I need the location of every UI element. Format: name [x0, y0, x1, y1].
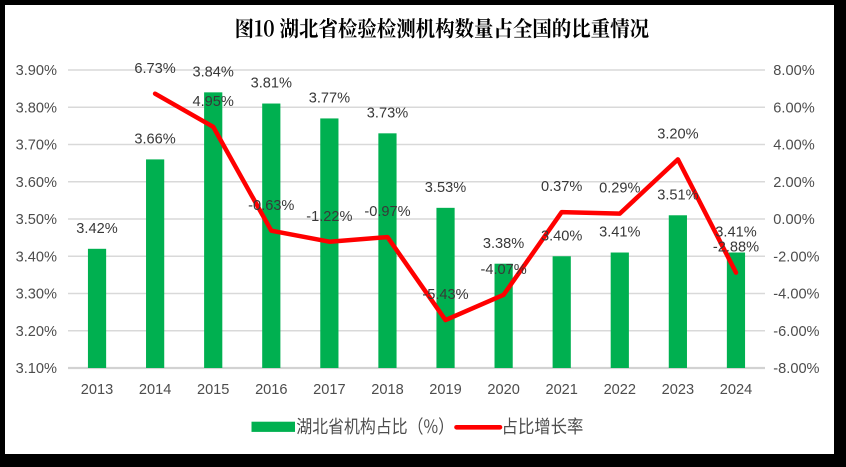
svg-text:2019: 2019 [429, 382, 461, 398]
svg-text:3.66%: 3.66% [134, 132, 175, 148]
svg-text:4.00%: 4.00% [773, 138, 814, 154]
svg-text:3.30%: 3.30% [16, 287, 57, 303]
svg-text:3.38%: 3.38% [483, 236, 524, 252]
svg-text:-6.00%: -6.00% [773, 324, 819, 340]
svg-text:2014: 2014 [139, 382, 171, 398]
svg-text:3.40%: 3.40% [16, 249, 57, 265]
svg-text:0.00%: 0.00% [773, 212, 814, 228]
svg-text:3.53%: 3.53% [425, 180, 466, 196]
svg-text:2016: 2016 [255, 382, 287, 398]
svg-text:3.20%: 3.20% [657, 127, 698, 143]
svg-text:2023: 2023 [662, 382, 694, 398]
svg-text:3.20%: 3.20% [16, 324, 57, 340]
svg-text:6.73%: 6.73% [134, 61, 175, 77]
svg-text:-8.00%: -8.00% [773, 361, 819, 377]
svg-text:2020: 2020 [487, 382, 519, 398]
svg-text:3.84%: 3.84% [193, 65, 234, 81]
svg-text:3.90%: 3.90% [16, 63, 57, 79]
svg-text:3.42%: 3.42% [76, 221, 117, 237]
svg-text:0.29%: 0.29% [599, 181, 640, 197]
svg-text:2015: 2015 [197, 382, 229, 398]
svg-text:-2.88%: -2.88% [713, 240, 759, 256]
svg-text:3.60%: 3.60% [16, 175, 57, 191]
svg-text:4.95%: 4.95% [193, 94, 234, 110]
svg-text:2013: 2013 [81, 382, 113, 398]
svg-text:8.00%: 8.00% [773, 63, 814, 79]
svg-text:-4.00%: -4.00% [773, 287, 819, 303]
svg-text:3.80%: 3.80% [16, 100, 57, 116]
svg-text:3.77%: 3.77% [309, 91, 350, 107]
svg-text:3.50%: 3.50% [16, 212, 57, 228]
svg-text:2024: 2024 [720, 382, 752, 398]
svg-text:2.00%: 2.00% [773, 175, 814, 191]
svg-text:-5.43%: -5.43% [422, 287, 468, 303]
svg-text:-4.07%: -4.07% [480, 262, 526, 278]
svg-text:3.51%: 3.51% [657, 187, 698, 203]
svg-text:2017: 2017 [313, 382, 345, 398]
svg-text:2021: 2021 [545, 382, 577, 398]
svg-text:3.41%: 3.41% [715, 225, 756, 241]
svg-text:3.40%: 3.40% [541, 228, 582, 244]
svg-text:3.70%: 3.70% [16, 138, 57, 154]
svg-text:-0.63%: -0.63% [248, 198, 294, 214]
svg-text:-0.97%: -0.97% [364, 204, 410, 220]
svg-text:3.10%: 3.10% [16, 361, 57, 377]
svg-text:3.41%: 3.41% [599, 225, 640, 241]
svg-text:2022: 2022 [604, 382, 636, 398]
svg-text:0.37%: 0.37% [541, 179, 582, 195]
svg-text:3.81%: 3.81% [251, 76, 292, 92]
svg-text:3.73%: 3.73% [367, 105, 408, 121]
svg-text:6.00%: 6.00% [773, 100, 814, 116]
svg-text:-2.00%: -2.00% [773, 249, 819, 265]
svg-text:-1.22%: -1.22% [306, 209, 352, 225]
svg-text:2018: 2018 [371, 382, 403, 398]
